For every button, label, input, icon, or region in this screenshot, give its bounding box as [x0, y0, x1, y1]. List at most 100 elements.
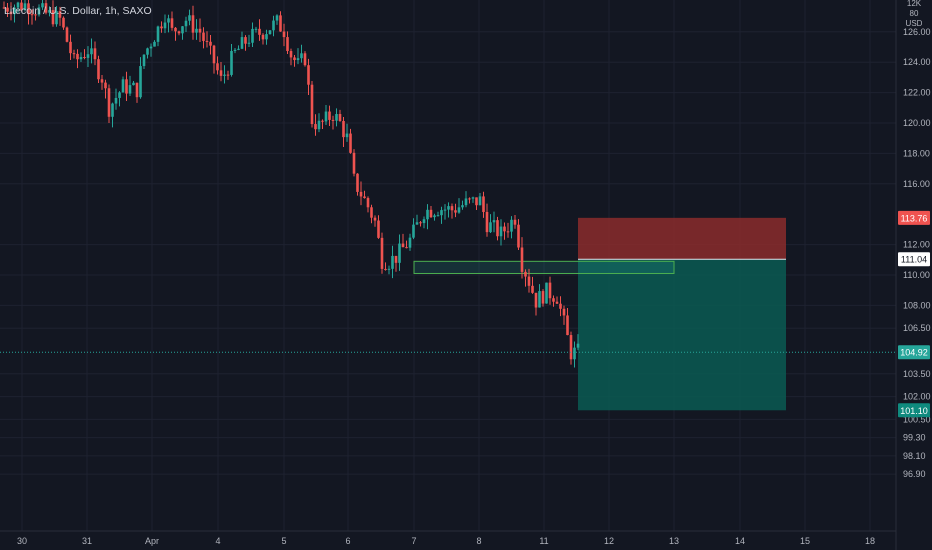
candle-body-130[interactable] — [457, 207, 461, 213]
candle-body-64[interactable] — [226, 74, 230, 76]
candle-body-139[interactable] — [489, 222, 492, 233]
candle-body-60[interactable] — [212, 45, 216, 64]
candle-body-0[interactable] — [2, 7, 6, 9]
candle-body-147[interactable] — [517, 224, 520, 248]
candle-body-115[interactable] — [405, 247, 408, 249]
candle-body-141[interactable] — [496, 220, 499, 237]
candle-body-101[interactable] — [356, 173, 359, 192]
candle-body-91[interactable] — [321, 120, 324, 122]
candle-body-160[interactable] — [562, 308, 566, 316]
candle-body-38[interactable] — [135, 82, 139, 98]
candle-body-34[interactable] — [121, 79, 125, 93]
symbol-title[interactable]: Litecoin / U.S. Dollar, 1h, SAXO — [4, 5, 152, 17]
candle-body-50[interactable] — [177, 31, 181, 34]
candle-body-154[interactable] — [541, 291, 545, 304]
candle-body-107[interactable] — [377, 220, 380, 238]
candle-body-133[interactable] — [468, 198, 471, 200]
candle-body-40[interactable] — [142, 54, 146, 67]
candle-body-124[interactable] — [436, 215, 440, 217]
stop-loss-zone[interactable] — [578, 217, 786, 260]
candle-body-20[interactable] — [72, 53, 76, 55]
candle-body-159[interactable] — [559, 303, 562, 309]
candle-body-47[interactable] — [167, 18, 170, 23]
candle-body-25[interactable] — [90, 48, 93, 55]
candle-body-161[interactable] — [566, 315, 569, 336]
candle-body-75[interactable] — [265, 34, 268, 40]
candle-body-144[interactable] — [506, 231, 510, 233]
candle-body-74[interactable] — [261, 34, 265, 40]
candle-body-87[interactable] — [307, 65, 310, 85]
candle-body-94[interactable] — [331, 119, 335, 121]
candle-body-18[interactable] — [65, 27, 69, 42]
candle-body-44[interactable] — [156, 26, 160, 42]
position-zones[interactable] — [413, 217, 786, 411]
candle-body-84[interactable] — [296, 58, 300, 61]
candle-body-33[interactable] — [118, 92, 121, 98]
candle-body-104[interactable] — [366, 198, 370, 208]
candle-body-72[interactable] — [254, 28, 258, 30]
candle-body-69[interactable] — [244, 37, 247, 44]
candle-body-134[interactable] — [471, 197, 475, 199]
candle-body-123[interactable] — [433, 215, 436, 218]
candle-body-99[interactable] — [349, 133, 352, 153]
candle-body-76[interactable] — [268, 30, 272, 35]
candle-body-127[interactable] — [447, 206, 450, 210]
candle-body-120[interactable] — [422, 219, 426, 224]
candle-body-142[interactable] — [499, 226, 503, 237]
candle-body-117[interactable] — [412, 224, 415, 238]
candle-body-102[interactable] — [359, 191, 363, 197]
candle-body-24[interactable] — [86, 54, 90, 58]
candle-body-22[interactable] — [79, 57, 83, 60]
candle-body-105[interactable] — [370, 207, 373, 218]
candle-body-54[interactable] — [191, 15, 195, 33]
candle-body-97[interactable] — [342, 120, 345, 138]
candle-body-70[interactable] — [247, 42, 251, 44]
candle-body-92[interactable] — [324, 111, 328, 122]
candle-body-39[interactable] — [139, 66, 142, 98]
candle-body-37[interactable] — [132, 82, 135, 86]
candle-body-65[interactable] — [230, 50, 233, 75]
candle-body-136[interactable] — [478, 196, 482, 206]
candle-body-95[interactable] — [335, 114, 338, 121]
candle-body-149[interactable] — [524, 271, 527, 277]
candle-body-86[interactable] — [303, 53, 307, 66]
candle-body-4[interactable] — [16, 2, 20, 8]
candle-body-145[interactable] — [510, 219, 513, 232]
candle-body-163[interactable] — [573, 347, 576, 360]
candle-body-82[interactable] — [289, 51, 293, 58]
candle-body-3[interactable] — [13, 7, 16, 15]
axis-corner-label[interactable]: 12K 80 USD — [902, 0, 926, 29]
candle-body-103[interactable] — [363, 196, 366, 199]
candle-body-49[interactable] — [174, 27, 177, 32]
candle-body-19[interactable] — [69, 41, 72, 54]
candle-body-9[interactable] — [34, 14, 37, 16]
candle-body-109[interactable] — [384, 268, 387, 270]
candle-body-55[interactable] — [195, 28, 198, 33]
candle-body-155[interactable] — [545, 282, 548, 304]
candle-body-10[interactable] — [37, 7, 41, 15]
candle-body-118[interactable] — [415, 222, 419, 225]
candle-body-129[interactable] — [454, 210, 457, 213]
candle-body-108[interactable] — [380, 237, 384, 269]
candle-body-119[interactable] — [419, 222, 422, 224]
candle-body-6[interactable] — [23, 3, 27, 10]
candle-body-85[interactable] — [300, 53, 303, 59]
candle-body-31[interactable] — [111, 103, 114, 117]
candle-body-140[interactable] — [492, 220, 496, 223]
candle-body-80[interactable] — [282, 31, 286, 38]
candle-body-35[interactable] — [125, 79, 128, 94]
candle-body-12[interactable] — [44, 3, 48, 13]
support-zone-box[interactable] — [413, 260, 675, 274]
candle-body-2[interactable] — [9, 11, 13, 15]
candle-body-148[interactable] — [520, 247, 524, 272]
candle-body-98[interactable] — [345, 133, 349, 138]
candle-body-26[interactable] — [93, 48, 97, 60]
candle-body-135[interactable] — [475, 197, 478, 206]
candle-body-146[interactable] — [513, 219, 517, 225]
candle-body-111[interactable] — [391, 255, 394, 269]
time-axis[interactable]: 30 31 Apr 4 5 6 7 8 11 12 13 14 15 18 — [17, 536, 875, 546]
candle-body-36[interactable] — [128, 85, 132, 94]
candle-body-143[interactable] — [503, 226, 506, 232]
candle-body-89[interactable] — [314, 124, 317, 130]
